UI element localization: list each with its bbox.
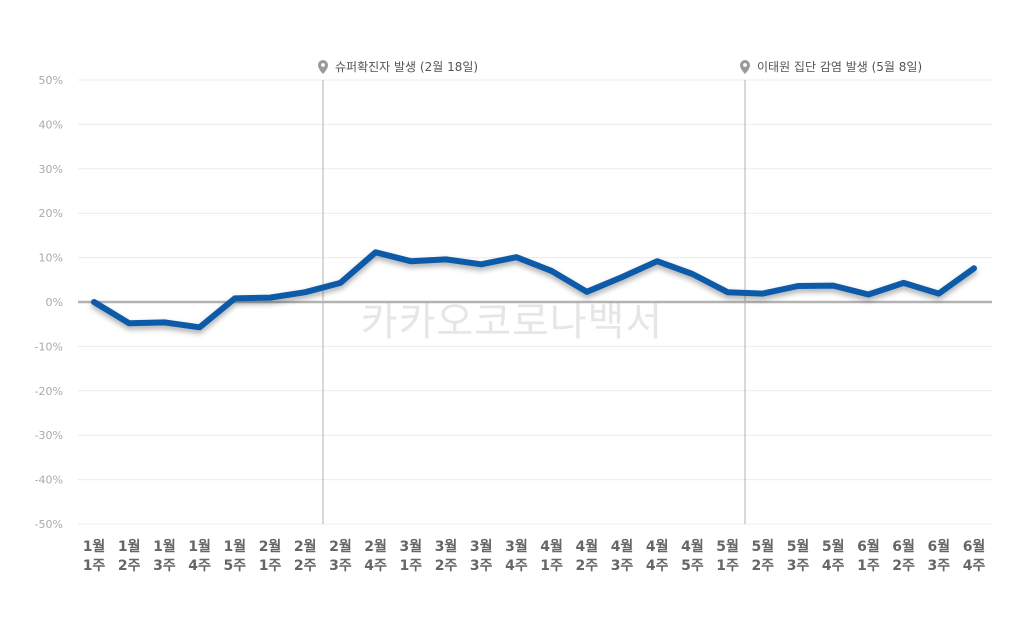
y-tick-label: 20%: [39, 207, 63, 220]
x-tick-month: 5월: [716, 538, 739, 555]
x-tick-month: 3월: [470, 538, 493, 555]
x-tick-month: 4월: [611, 538, 634, 555]
x-tick-month: 1월: [223, 538, 246, 555]
x-tick-month: 6월: [963, 538, 986, 555]
y-tick-label: -20%: [35, 385, 63, 398]
x-tick-week: 4주: [963, 558, 986, 574]
x-tick-week: 1주: [399, 558, 422, 574]
x-tick-week: 3주: [611, 558, 634, 574]
x-tick-week: 3주: [153, 558, 176, 574]
series-line: [91, 249, 977, 331]
x-tick-month: 2월: [364, 538, 387, 555]
x-tick-week: 4주: [188, 558, 211, 574]
x-tick-month: 5월: [822, 538, 845, 555]
x-tick-week: 2주: [892, 558, 915, 574]
x-tick-week: 4주: [364, 558, 387, 574]
x-tick-month: 3월: [399, 538, 422, 555]
x-tick-month: 2월: [259, 538, 282, 555]
x-tick-week: 4주: [505, 558, 528, 574]
x-tick-week: 2주: [751, 558, 774, 574]
x-tick-week: 4주: [822, 558, 845, 574]
x-tick-month: 1월: [188, 538, 211, 555]
y-tick-label: 40%: [39, 118, 63, 131]
x-tick-month: 3월: [435, 538, 458, 555]
x-tick-month: 4월: [575, 538, 598, 555]
x-tick-week: 5주: [223, 558, 246, 574]
y-tick-label: -40%: [35, 474, 63, 487]
x-tick-month: 4월: [681, 538, 704, 555]
x-tick-week: 2주: [118, 558, 141, 574]
x-tick-week: 1주: [857, 558, 880, 574]
x-tick-week: 1주: [540, 558, 563, 574]
x-tick-month: 3월: [505, 538, 528, 555]
x-tick-week: 3주: [329, 558, 352, 574]
x-tick-week: 1주: [83, 558, 106, 574]
x-tick-week: 2주: [294, 558, 317, 574]
y-tick-label: -50%: [35, 518, 63, 531]
x-tick-month: 5월: [787, 538, 810, 555]
x-tick-week: 4주: [646, 558, 669, 574]
y-tick-label: 10%: [39, 252, 63, 265]
x-tick-week: 2주: [435, 558, 458, 574]
location-pin-icon: [740, 60, 750, 74]
x-tick-week: 3주: [927, 558, 950, 574]
x-tick-month: 2월: [294, 538, 317, 555]
watermark-text: 카카오코로나백서: [361, 299, 663, 345]
y-tick-label: 50%: [39, 74, 63, 87]
x-tick-month: 2월: [329, 538, 352, 555]
x-tick-week: 3주: [787, 558, 810, 574]
y-tick-label: -30%: [35, 429, 63, 442]
x-tick-month: 6월: [857, 538, 880, 555]
y-tick-label: 30%: [39, 163, 63, 176]
x-tick-week: 5주: [681, 558, 704, 574]
x-tick-month: 5월: [751, 538, 774, 555]
event-label: 슈퍼확진자 발생 (2월 18일): [335, 60, 478, 74]
x-tick-month: 4월: [540, 538, 563, 555]
x-tick-month: 1월: [118, 538, 141, 555]
x-tick-month: 4월: [646, 538, 669, 555]
location-pin-icon: [318, 60, 328, 74]
x-tick-week: 3주: [470, 558, 493, 574]
y-tick-label: 0%: [46, 296, 63, 309]
x-tick-month: 6월: [892, 538, 915, 555]
x-tick-week: 2주: [575, 558, 598, 574]
x-tick-month: 1월: [153, 538, 176, 555]
x-tick-week: 1주: [259, 558, 282, 574]
x-tick-month: 6월: [927, 538, 950, 555]
x-tick-month: 1월: [83, 538, 106, 555]
y-tick-label: -10%: [35, 340, 63, 353]
x-tick-week: 1주: [716, 558, 739, 574]
event-label: 이태원 집단 감염 발생 (5월 8일): [757, 60, 922, 74]
